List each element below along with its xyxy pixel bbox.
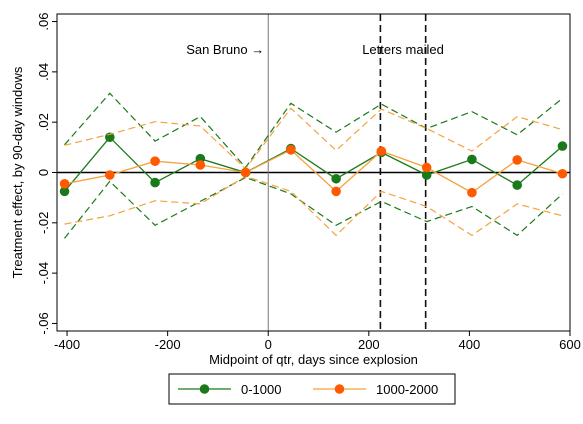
series-1-point — [512, 180, 522, 190]
y-tick-label: 0 — [36, 169, 51, 176]
x-axis-title: Midpoint of qtr, days since explosion — [209, 352, 418, 367]
series-2-point — [240, 167, 251, 178]
series-2-point — [467, 187, 477, 198]
series-1-ci-lower — [64, 176, 563, 239]
axes: -400 -200 0 200 400 600 -.06 -.04 -.02 0 .02 .04 .06 — [36, 13, 581, 352]
x-tick-label: 0 — [265, 337, 272, 352]
x-tick-label: 600 — [559, 337, 581, 352]
y-tick-label: .04 — [36, 63, 51, 81]
legend-swatch-marker — [199, 384, 210, 394]
y-tick-label: -.02 — [36, 212, 51, 234]
series-2-point — [512, 155, 522, 165]
legend-label: 1000-2000 — [376, 382, 438, 397]
series-2-point — [376, 146, 387, 156]
series-2-point — [421, 162, 432, 173]
y-axis-title: Treatment effect, by 90-day windows — [10, 66, 25, 278]
y-tick-label: -.06 — [36, 312, 51, 334]
series-1-point — [557, 141, 568, 151]
plot-area: San Bruno → Letters mailed — [57, 14, 570, 331]
x-tick-label: -200 — [155, 337, 181, 352]
y-tick-label: .06 — [36, 13, 51, 31]
series-2-point — [286, 145, 296, 155]
y-tick-label: .02 — [36, 113, 51, 131]
series-2-line — [64, 149, 563, 194]
series-2-point — [150, 156, 160, 166]
legend-swatch-marker — [334, 384, 345, 394]
series-1-point — [467, 154, 477, 165]
legend: 0-1000 1000-2000 — [168, 373, 456, 405]
series-2-ci-lower — [64, 175, 563, 237]
series-2-point — [331, 186, 341, 197]
series-1-point — [150, 177, 160, 188]
x-tick-label: -400 — [54, 337, 80, 352]
x-tick-label: 200 — [358, 337, 380, 352]
series-2-ci-upper — [64, 107, 563, 170]
series-2-point — [105, 170, 115, 180]
legend-label: 0-1000 — [241, 382, 281, 397]
x-tick-label: 400 — [459, 337, 481, 352]
series-1-line — [64, 136, 563, 192]
series-2-point — [195, 160, 206, 170]
y-tick-label: -.04 — [36, 262, 51, 284]
series-1-point — [331, 173, 341, 184]
series-2-point — [59, 179, 70, 189]
series-1-ci-upper — [64, 92, 563, 169]
series-2-point — [557, 168, 568, 179]
annotation-san-bruno: San Bruno → — [186, 42, 264, 57]
annotation-letters-mailed: Letters mailed — [362, 42, 444, 57]
